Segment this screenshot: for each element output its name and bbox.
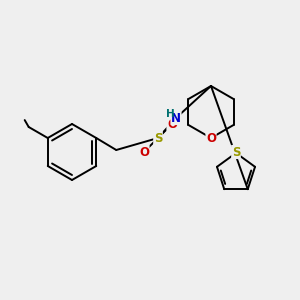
Text: S: S bbox=[232, 146, 240, 158]
Text: N: N bbox=[171, 112, 181, 124]
Text: O: O bbox=[167, 118, 177, 130]
Text: S: S bbox=[154, 131, 162, 145]
Text: O: O bbox=[206, 131, 216, 145]
Text: O: O bbox=[139, 146, 149, 158]
Text: H: H bbox=[166, 109, 174, 119]
